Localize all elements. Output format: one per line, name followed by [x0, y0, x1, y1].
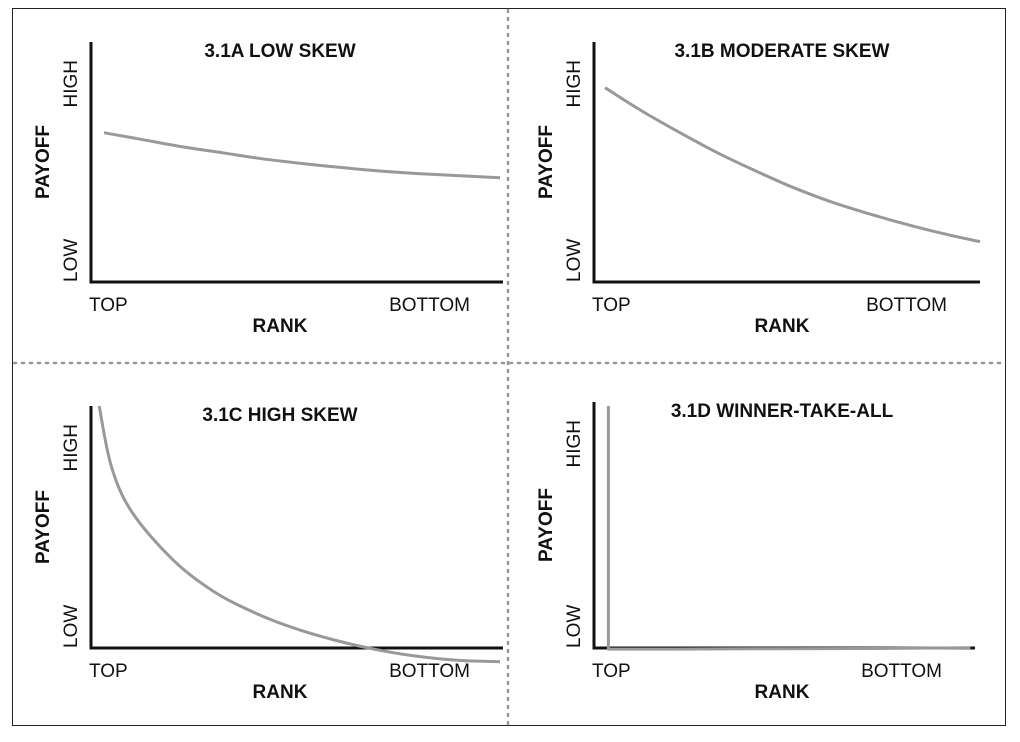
chart-0-x-tick-label: BOTTOM [389, 295, 470, 316]
chart-3-x-tick-label: BOTTOM [861, 661, 942, 682]
chart-1-y-axis-label: PAYOFF [536, 125, 557, 199]
chart-2-y-tick-label: HIGH [61, 424, 82, 472]
chart-2-x-axis-label: RANK [253, 682, 308, 703]
chart-3-y-tick-label: LOW [564, 605, 585, 648]
chart-0-y-tick-label: LOW [61, 239, 82, 282]
chart-1-payoff-line [604, 86, 981, 244]
chart-1-title: 3.1B MODERATE SKEW [674, 41, 889, 62]
chart-1-y-tick-label: HIGH [564, 60, 585, 108]
figure-frame [12, 8, 1006, 726]
chart-1-x-tick-label: TOP [592, 295, 631, 316]
chart-2-x-tick-label: TOP [89, 661, 128, 682]
chart-2-title: 3.1C HIGH SKEW [202, 405, 357, 426]
chart-0-x-axis-label: RANK [253, 316, 308, 337]
chart-1-x-tick-label: BOTTOM [866, 295, 947, 316]
chart-3-x-tick-label: TOP [592, 661, 631, 682]
chart-2-x-tick-label: BOTTOM [389, 661, 470, 682]
chart-0-payoff-line [103, 131, 501, 180]
chart-3-title: 3.1D WINNER-TAKE-ALL [671, 401, 894, 422]
chart-1-y-tick-label: LOW [564, 239, 585, 282]
chart-0-y-axis-label: PAYOFF [33, 125, 54, 199]
chart-0-y-tick-label: HIGH [61, 60, 82, 108]
chart-0-x-tick-label: TOP [89, 295, 128, 316]
chart-3-y-axis-label: PAYOFF [536, 488, 557, 562]
chart-3-x-axis-label: RANK [755, 682, 810, 703]
chart-3-y-tick-label: HIGH [564, 420, 585, 468]
chart-1-x-axis-label: RANK [755, 316, 810, 337]
chart-0-title: 3.1A LOW SKEW [204, 41, 355, 62]
chart-2-y-axis-label: PAYOFF [33, 490, 54, 564]
chart-2-payoff-line [97, 405, 501, 664]
chart-3-payoff-line [606, 406, 971, 651]
chart-2-y-tick-label: LOW [61, 605, 82, 648]
